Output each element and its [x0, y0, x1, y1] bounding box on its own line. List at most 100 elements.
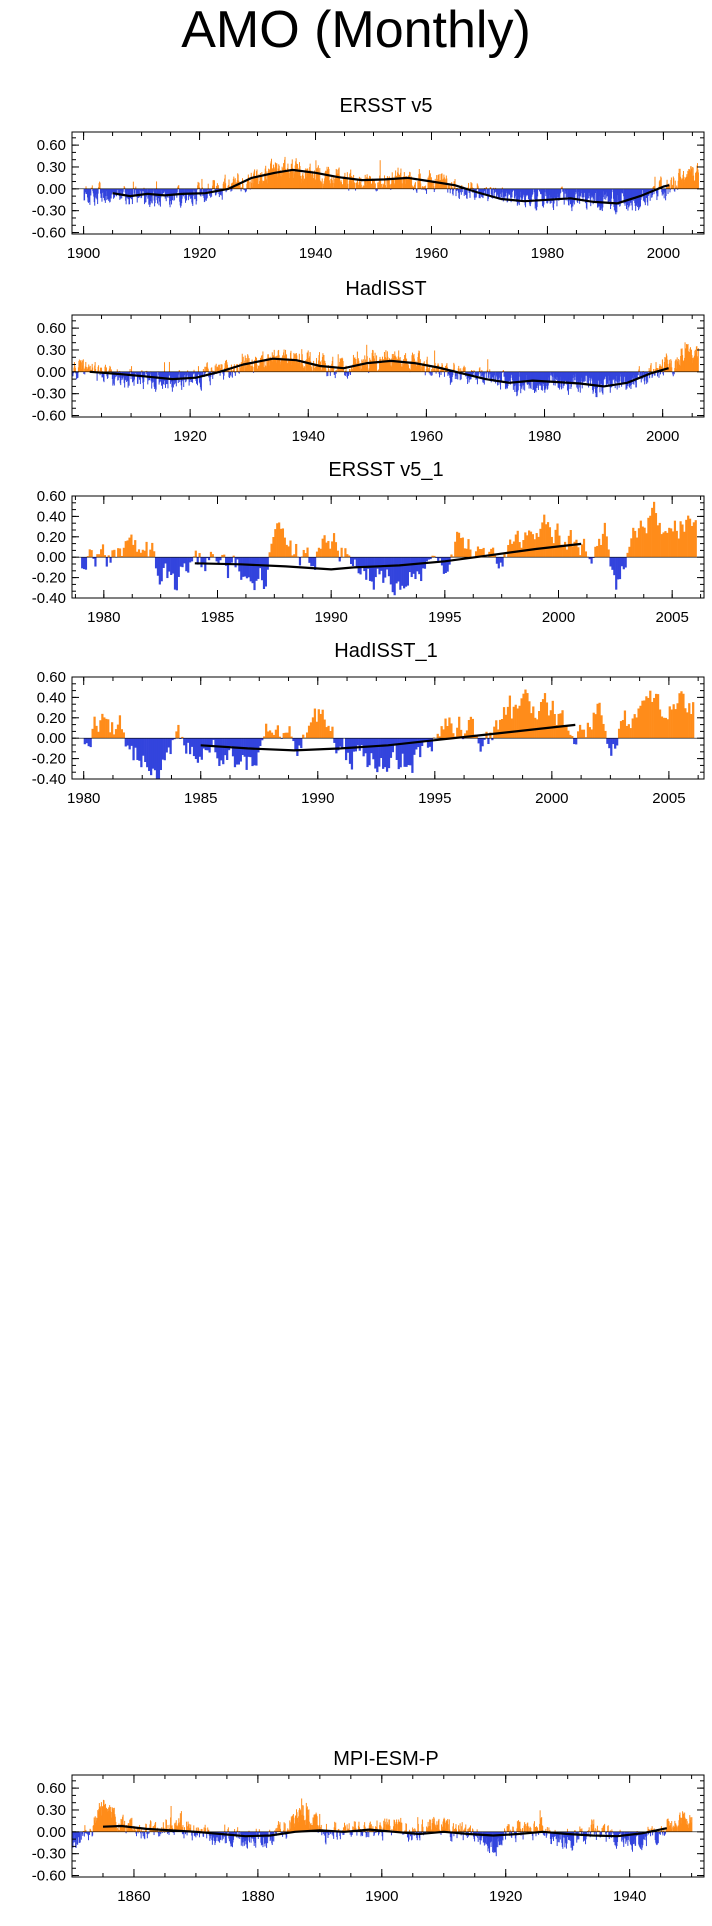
- anomaly-bar: [440, 1831, 442, 1835]
- anomaly-bar: [395, 1828, 397, 1832]
- anomaly-bar: [634, 1831, 636, 1840]
- anomaly-bar: [484, 1831, 486, 1842]
- anomaly-bar: [671, 531, 675, 558]
- anomaly-bar: [304, 367, 306, 372]
- anomaly-bar: [380, 1825, 382, 1832]
- anomaly-bar: [340, 547, 343, 558]
- anomaly-bar: [658, 1831, 660, 1835]
- x-tick-label: 2000: [646, 428, 679, 445]
- anomaly-bar: [318, 1825, 320, 1832]
- anomaly-bar: [114, 1816, 116, 1832]
- anomaly-bar: [510, 718, 513, 739]
- anomaly-bar: [150, 1821, 152, 1832]
- anomaly-bar: [221, 1831, 223, 1834]
- anomaly-bar: [424, 188, 426, 191]
- anomaly-bar: [267, 1831, 269, 1844]
- anomaly-bar: [351, 1831, 353, 1836]
- anomaly-bar: [626, 552, 629, 558]
- anomaly-bar: [184, 1827, 185, 1832]
- anomaly-bar: [526, 693, 529, 739]
- anomaly-bar: [668, 184, 670, 189]
- anomaly-bar: [240, 1831, 242, 1846]
- anomaly-bar: [213, 370, 215, 372]
- anomaly-bar: [645, 696, 648, 739]
- anomaly-bar: [154, 1823, 156, 1832]
- anomaly-bar: [388, 176, 390, 189]
- anomaly-bar: [194, 1831, 196, 1835]
- anomaly-bar: [156, 557, 160, 576]
- anomaly-bar: [339, 181, 341, 189]
- anomaly-bar: [553, 188, 555, 204]
- anomaly-bar: [666, 719, 669, 739]
- anomaly-bar: [88, 1831, 89, 1841]
- anomaly-bar: [283, 1822, 285, 1832]
- anomaly-bar: [186, 188, 188, 194]
- anomaly-bar: [325, 727, 328, 739]
- anomaly-bar: [676, 185, 678, 189]
- anomaly-bar: [224, 174, 226, 189]
- anomaly-bar: [514, 1831, 516, 1834]
- anomaly-bar: [268, 552, 271, 558]
- anomaly-bar: [197, 371, 199, 375]
- anomaly-bar: [183, 371, 185, 380]
- anomaly-bar: [215, 1831, 217, 1841]
- anomaly-bar: [119, 371, 121, 372]
- anomaly-bar: [665, 1828, 667, 1832]
- anomaly-bar: [203, 371, 205, 377]
- anomaly-bar: [641, 1831, 643, 1851]
- anomaly-bar: [278, 736, 281, 739]
- anomaly-bar: [329, 370, 331, 372]
- anomaly-bar: [583, 188, 585, 198]
- anomaly-bar: [196, 1831, 198, 1835]
- anomaly-bar: [174, 1823, 176, 1832]
- anomaly-bar: [529, 531, 533, 558]
- anomaly-bar: [305, 1802, 307, 1832]
- anomaly-bar: [539, 528, 542, 558]
- anomaly-bar: [301, 1798, 303, 1832]
- anomaly-bar: [610, 738, 613, 756]
- anomaly-bar: [76, 1831, 78, 1839]
- anomaly-bar: [237, 368, 239, 372]
- anomaly-bar: [475, 1831, 477, 1835]
- anomaly-bar: [306, 547, 309, 558]
- anomaly-bar: [193, 369, 195, 372]
- anomaly-bar: [187, 370, 189, 372]
- anomaly-bar: [662, 717, 666, 739]
- anomaly-bar: [609, 1830, 611, 1832]
- anomaly-bar: [84, 557, 88, 570]
- anomaly-bar: [73, 1831, 75, 1843]
- anomaly-bar: [467, 720, 471, 739]
- anomaly-bar: [211, 367, 213, 372]
- anomaly-bar: [540, 1819, 542, 1832]
- anomaly-bar: [83, 1831, 85, 1837]
- anomaly-bar: [331, 1831, 333, 1835]
- anomaly-bar: [251, 557, 254, 584]
- anomaly-bar: [569, 734, 572, 739]
- anomaly-bar: [376, 355, 378, 372]
- anomaly-bar: [369, 1822, 371, 1832]
- anomaly-bar: [400, 1817, 402, 1832]
- anomaly-bar: [272, 1831, 274, 1834]
- anomaly-bar: [444, 718, 447, 739]
- anomaly-bar: [478, 549, 481, 558]
- anomaly-bar: [570, 1831, 572, 1841]
- anomaly-bar: [537, 536, 540, 558]
- anomaly-bar: [321, 178, 323, 189]
- anomaly-bar: [214, 1831, 216, 1843]
- anomaly-bar: [360, 184, 362, 189]
- anomaly-bar: [151, 1829, 153, 1832]
- anomaly-bar: [598, 702, 601, 739]
- anomaly-bar: [602, 188, 604, 208]
- anomaly-bar: [140, 371, 142, 376]
- anomaly-bar: [162, 557, 165, 568]
- anomaly-bar: [83, 738, 86, 745]
- anomaly-bar: [665, 188, 667, 196]
- anomaly-bar: [159, 188, 161, 207]
- anomaly-bar: [131, 366, 133, 372]
- anomaly-bar: [412, 557, 415, 574]
- anomaly-bar: [256, 1831, 258, 1837]
- anomaly-bar: [297, 1822, 299, 1832]
- anomaly-bar: [330, 1831, 332, 1834]
- anomaly-bar: [430, 371, 432, 376]
- anomaly-bar: [318, 1826, 320, 1832]
